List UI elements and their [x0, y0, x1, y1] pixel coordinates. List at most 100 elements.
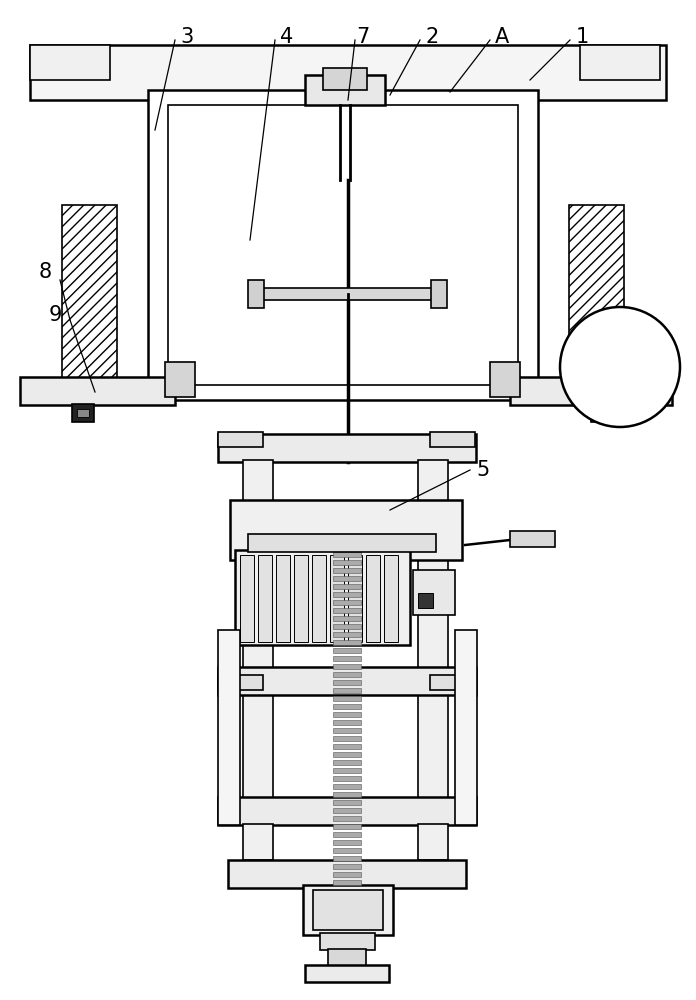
Bar — [72, 404, 94, 422]
Bar — [418, 824, 448, 860]
Bar — [230, 500, 462, 560]
Bar — [260, 288, 435, 300]
Bar — [303, 885, 393, 935]
Bar — [333, 640, 361, 645]
Bar — [30, 45, 110, 80]
Bar — [333, 584, 361, 589]
Bar — [248, 280, 264, 308]
Bar — [243, 824, 273, 860]
Bar — [333, 704, 361, 709]
Bar — [218, 667, 476, 695]
Bar — [328, 949, 366, 967]
Bar — [218, 630, 240, 825]
Bar — [333, 688, 361, 693]
Bar — [333, 872, 361, 877]
Bar — [510, 531, 555, 547]
Bar — [333, 768, 361, 773]
Bar — [323, 68, 367, 90]
Bar — [305, 75, 385, 105]
Bar — [248, 534, 436, 552]
Bar — [333, 632, 361, 637]
Bar — [333, 840, 361, 845]
Bar — [333, 792, 361, 797]
Bar — [333, 648, 361, 653]
Circle shape — [560, 307, 680, 427]
Text: 8: 8 — [38, 262, 52, 282]
Bar — [333, 576, 361, 581]
Bar — [148, 90, 538, 400]
Bar — [490, 362, 520, 397]
Bar — [430, 432, 475, 447]
Text: 9: 9 — [48, 305, 62, 325]
Bar — [333, 880, 361, 885]
Bar — [591, 404, 613, 422]
Bar — [569, 205, 624, 380]
Bar — [30, 45, 666, 100]
Bar — [333, 608, 361, 613]
Bar — [312, 555, 326, 642]
Bar — [431, 280, 447, 308]
Bar — [218, 797, 476, 825]
Bar — [510, 377, 672, 405]
Bar — [333, 696, 361, 701]
Text: 2: 2 — [425, 27, 438, 47]
Bar — [418, 460, 448, 825]
Bar — [218, 675, 263, 690]
Bar — [218, 434, 476, 462]
Bar — [165, 362, 195, 397]
Bar — [333, 656, 361, 661]
Bar — [430, 675, 475, 690]
Bar — [77, 409, 89, 417]
Bar — [333, 824, 361, 829]
Bar — [455, 630, 477, 825]
Bar — [333, 760, 361, 765]
Bar — [276, 555, 290, 642]
Bar — [333, 736, 361, 741]
Bar — [320, 933, 375, 950]
Bar — [348, 555, 362, 642]
Bar — [313, 890, 383, 930]
Bar — [305, 965, 389, 982]
Bar — [235, 550, 410, 645]
Bar — [333, 664, 361, 669]
Bar — [333, 560, 361, 565]
Text: A: A — [495, 27, 509, 47]
Text: 4: 4 — [280, 27, 294, 47]
Bar — [333, 808, 361, 813]
Bar — [333, 600, 361, 605]
Bar — [333, 712, 361, 717]
Text: 5: 5 — [476, 460, 489, 480]
Bar — [218, 432, 263, 447]
Bar — [333, 680, 361, 685]
Bar — [418, 593, 433, 608]
Bar — [240, 555, 254, 642]
Bar — [62, 205, 117, 380]
Bar — [333, 816, 361, 821]
Text: 3: 3 — [180, 27, 193, 47]
Bar — [333, 848, 361, 853]
Bar — [258, 555, 272, 642]
Bar — [333, 720, 361, 725]
Bar — [333, 728, 361, 733]
Bar — [333, 592, 361, 597]
Bar — [333, 832, 361, 837]
Bar — [333, 800, 361, 805]
Bar — [228, 860, 466, 888]
Bar — [243, 460, 273, 825]
Text: 1: 1 — [576, 27, 589, 47]
Bar — [384, 555, 398, 642]
Bar — [596, 409, 608, 417]
Bar — [333, 784, 361, 789]
Bar — [330, 555, 344, 642]
Bar — [333, 776, 361, 781]
Bar — [333, 552, 361, 557]
Bar — [333, 616, 361, 621]
Bar — [333, 752, 361, 757]
Bar — [333, 568, 361, 573]
Bar — [333, 856, 361, 861]
Bar — [294, 555, 308, 642]
Bar — [580, 45, 660, 80]
Bar — [333, 672, 361, 677]
Bar — [333, 624, 361, 629]
Bar — [168, 105, 518, 385]
